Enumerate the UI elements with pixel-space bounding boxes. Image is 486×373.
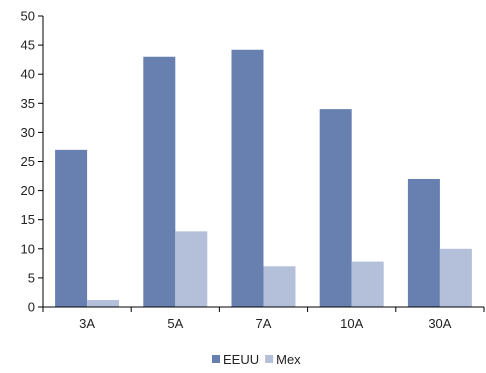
y-tick-label: 20 xyxy=(21,183,35,198)
bar-mex-10a xyxy=(351,261,384,307)
bar-mex-5a xyxy=(175,231,208,307)
x-tick-label: 10A xyxy=(340,316,363,331)
bar-eeuu-3a xyxy=(55,149,88,307)
y-tick-label: 25 xyxy=(21,154,35,169)
y-tick-label: 15 xyxy=(21,212,35,227)
x-tick-label: 7A xyxy=(256,316,272,331)
legend-label-mex: Mex xyxy=(276,352,301,367)
y-tick-label: 10 xyxy=(21,241,35,256)
y-tick-label: 5 xyxy=(28,270,35,285)
x-tick-label: 3A xyxy=(79,316,95,331)
x-tick-label: 30A xyxy=(428,316,451,331)
bars-group xyxy=(55,49,472,308)
legend: EEUU Mex xyxy=(212,352,301,367)
legend-swatch-mex xyxy=(265,355,274,363)
bar-eeuu-7a xyxy=(231,49,264,307)
y-axis-ticks: 0 5 10 15 20 25 30 35 40 45 50 xyxy=(21,9,43,315)
legend-label-eeuu: EEUU xyxy=(223,352,259,367)
y-tick-label: 35 xyxy=(21,96,35,111)
x-tick-label: 5A xyxy=(167,316,183,331)
y-tick-label: 40 xyxy=(21,67,35,82)
y-tick-label: 0 xyxy=(28,300,35,315)
y-tick-label: 30 xyxy=(21,125,35,140)
bar-mex-3a xyxy=(87,300,120,307)
bar-eeuu-10a xyxy=(319,109,352,308)
x-axis-ticks: 3A 5A 7A 10A 30A xyxy=(42,307,485,331)
y-tick-label: 45 xyxy=(21,38,35,53)
bar-eeuu-30a xyxy=(407,178,440,307)
y-tick-label: 50 xyxy=(21,9,35,24)
bar-mex-30a xyxy=(439,248,472,307)
bar-eeuu-5a xyxy=(143,56,176,307)
bar-mex-7a xyxy=(263,266,296,307)
legend-swatch-eeuu xyxy=(212,355,220,363)
